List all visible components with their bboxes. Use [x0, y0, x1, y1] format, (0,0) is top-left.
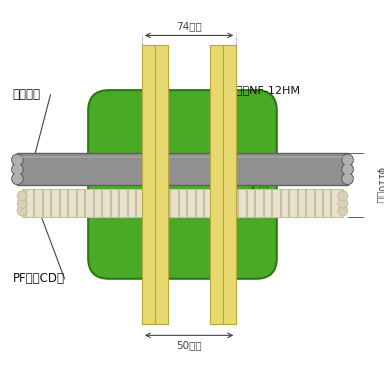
Text: ケーブル: ケーブル: [13, 88, 41, 101]
Circle shape: [18, 207, 26, 215]
Circle shape: [18, 192, 26, 200]
Bar: [223, 45, 236, 324]
Circle shape: [343, 174, 353, 184]
Circle shape: [343, 164, 353, 175]
Text: プラシールNF-12HM: プラシールNF-12HM: [217, 85, 300, 95]
Bar: [223, 45, 236, 324]
Text: φ110以下: φ110以下: [376, 167, 384, 204]
Circle shape: [339, 207, 347, 215]
Circle shape: [12, 164, 23, 175]
Circle shape: [343, 155, 353, 165]
Text: PF管・CD管: PF管・CD管: [13, 272, 65, 285]
FancyBboxPatch shape: [88, 90, 277, 279]
Text: 10以上: 10以上: [258, 175, 268, 199]
Bar: [155, 45, 168, 324]
Bar: [22, 189, 343, 217]
Text: 50以上: 50以上: [176, 340, 202, 350]
Bar: [142, 45, 155, 324]
Bar: [210, 45, 223, 324]
Circle shape: [18, 199, 26, 208]
Circle shape: [12, 174, 23, 184]
Bar: [210, 45, 223, 324]
Text: 74以上: 74以上: [176, 21, 202, 31]
Circle shape: [339, 192, 347, 200]
Bar: [155, 45, 168, 324]
Circle shape: [339, 199, 347, 208]
Circle shape: [12, 155, 23, 165]
Bar: [17, 153, 348, 185]
Bar: [142, 45, 155, 324]
